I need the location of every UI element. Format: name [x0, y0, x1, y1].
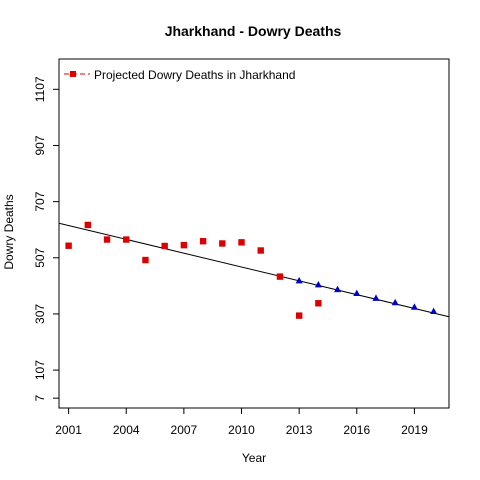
- x-tick-label: 2001: [55, 423, 82, 437]
- x-axis-label: Year: [242, 451, 266, 465]
- data-point-projected: [430, 307, 438, 315]
- data-point-projected: [372, 294, 380, 301]
- y-axis-label: Dowry Deaths: [2, 194, 16, 269]
- data-point-projected: [353, 289, 361, 297]
- legend-marker: [70, 71, 76, 77]
- y-tick-label: 907: [33, 135, 47, 155]
- data-point-actual: [123, 236, 130, 243]
- trend-line: [58, 222, 450, 318]
- data-point-actual: [84, 221, 92, 229]
- data-point-actual: [199, 238, 207, 245]
- y-tick-label: 107: [33, 360, 47, 380]
- data-point-actual: [219, 240, 226, 247]
- data-point-actual: [142, 256, 149, 264]
- x-tick-label: 2016: [343, 423, 370, 437]
- y-axis: 7 107 307 507 707 907 1107: [33, 76, 59, 402]
- data-point-actual: [65, 242, 72, 249]
- data-point-projected: [391, 298, 399, 306]
- y-tick-label: 307: [33, 304, 47, 324]
- x-tick-label: 2007: [171, 423, 198, 437]
- plot-area-frame: [58, 58, 450, 409]
- y-tick-label: 7: [33, 395, 47, 402]
- data-point-actual: [161, 242, 168, 250]
- data-point-projected: [314, 280, 322, 288]
- y-tick-label: 707: [33, 191, 47, 211]
- x-tick-label: 2004: [113, 423, 140, 437]
- data-point-actual: [276, 273, 284, 280]
- y-tick-label: 507: [33, 247, 47, 267]
- data-points: [65, 221, 438, 319]
- data-point-actual: [295, 312, 303, 319]
- data-point-actual: [103, 236, 111, 243]
- x-tick-label: 2010: [228, 423, 255, 437]
- data-point-actual: [257, 247, 264, 254]
- data-point-actual: [238, 239, 245, 246]
- data-point-projected: [334, 285, 342, 293]
- data-point-actual: [180, 241, 188, 249]
- legend: Projected Dowry Deaths in Jharkhand: [64, 68, 295, 82]
- y-tick-label: 1107: [33, 76, 47, 102]
- data-point-projected: [410, 303, 418, 310]
- chart-title: Jharkhand - Dowry Deaths: [165, 23, 342, 39]
- data-point-actual: [315, 300, 322, 307]
- legend-entry: Projected Dowry Deaths in Jharkhand: [94, 68, 295, 82]
- x-tick-label: 2019: [401, 423, 428, 437]
- x-axis: 2001 2004 2007 2010 2013 2016 2019: [55, 408, 428, 437]
- data-point-projected: [295, 277, 303, 284]
- x-tick-label: 2013: [286, 423, 313, 437]
